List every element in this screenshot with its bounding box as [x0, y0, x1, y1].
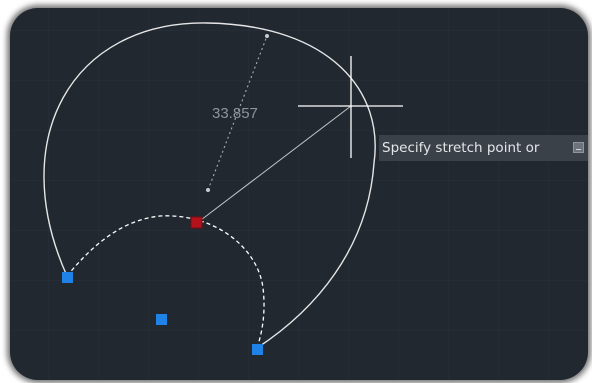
- drawing-viewport[interactable]: 33.857 Specify stretch point or: [10, 8, 588, 380]
- rubber-band-line: [196, 105, 352, 224]
- stretch-preview-arc: [66, 215, 265, 349]
- arc-center-grip[interactable]: [156, 314, 167, 325]
- drawing-grid: [10, 8, 588, 380]
- model-space-canvas[interactable]: 33.857: [10, 8, 588, 380]
- dimension-endpoint-marker: [265, 34, 269, 38]
- selected-grip[interactable]: [190, 216, 203, 229]
- arc-start-grip[interactable]: [62, 272, 73, 283]
- command-prompt-text: Specify stretch point or: [382, 140, 540, 156]
- radius-dimension-value: 33.857: [212, 105, 258, 122]
- dynamic-input-tooltip: Specify stretch point or: [379, 135, 588, 161]
- crosshair-cursor: [298, 56, 403, 158]
- input-option-icon[interactable]: [573, 142, 584, 153]
- arc-end-grip[interactable]: [252, 344, 263, 355]
- arc-entity[interactable]: [43, 22, 376, 349]
- center-point-marker: [206, 188, 210, 192]
